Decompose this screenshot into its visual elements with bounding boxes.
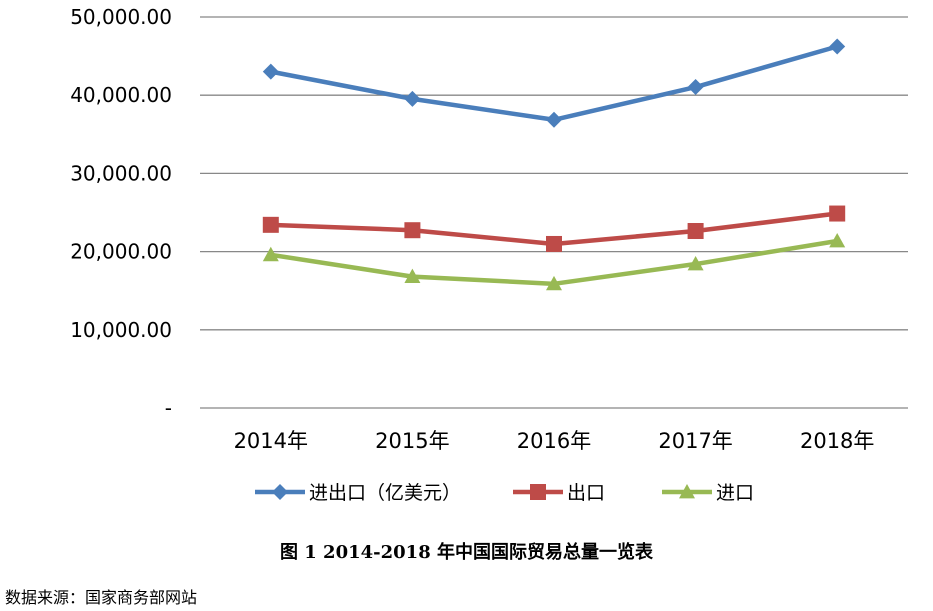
y-tick-label: -: [165, 396, 172, 420]
data-point: [829, 232, 846, 248]
x-tick-label: 2017年: [658, 429, 732, 453]
data-point: [687, 79, 704, 96]
y-tick-label: 50,000.00: [70, 5, 172, 29]
legend-marker: [530, 484, 546, 500]
data-point: [546, 275, 562, 291]
data-point: [546, 111, 562, 128]
legend-label: 进口: [716, 482, 754, 504]
data-point: [404, 90, 421, 107]
data-point: [262, 63, 279, 80]
x-tick-label: 2016年: [517, 429, 591, 453]
y-tick-label: 20,000.00: [70, 240, 172, 264]
line-chart: - 10,000.00 20,000.00 30,000.00 40,000.00 50,…: [70, 5, 908, 504]
data-source: 数据来源：国家商务部网站: [5, 588, 198, 607]
y-tick-label: 30,000.00: [70, 161, 172, 185]
data-point: [687, 223, 704, 240]
data-point: [404, 268, 421, 284]
figure-caption: 图 1 2014-2018 年中国国际贸易总量一览表: [280, 542, 653, 563]
x-tick-label: 2018年: [800, 429, 874, 453]
y-tick-label: 40,000.00: [70, 83, 172, 107]
x-tick-label: 2014年: [234, 429, 308, 453]
legend-label: 出口: [567, 482, 605, 504]
data-point: [404, 222, 421, 239]
legend-marker: [272, 484, 288, 500]
data-point: [829, 38, 846, 55]
data-point: [687, 256, 704, 271]
x-tick-label: 2015年: [375, 429, 449, 453]
data-point: [546, 235, 562, 252]
legend-label: 进出口（亿美元）: [309, 482, 461, 504]
data-point: [262, 246, 279, 262]
series-line: [270, 44, 838, 123]
data-point: [829, 205, 846, 222]
legend-marker: [679, 484, 695, 499]
y-tick-label: 10,000.00: [70, 318, 172, 342]
data-point: [262, 216, 279, 233]
